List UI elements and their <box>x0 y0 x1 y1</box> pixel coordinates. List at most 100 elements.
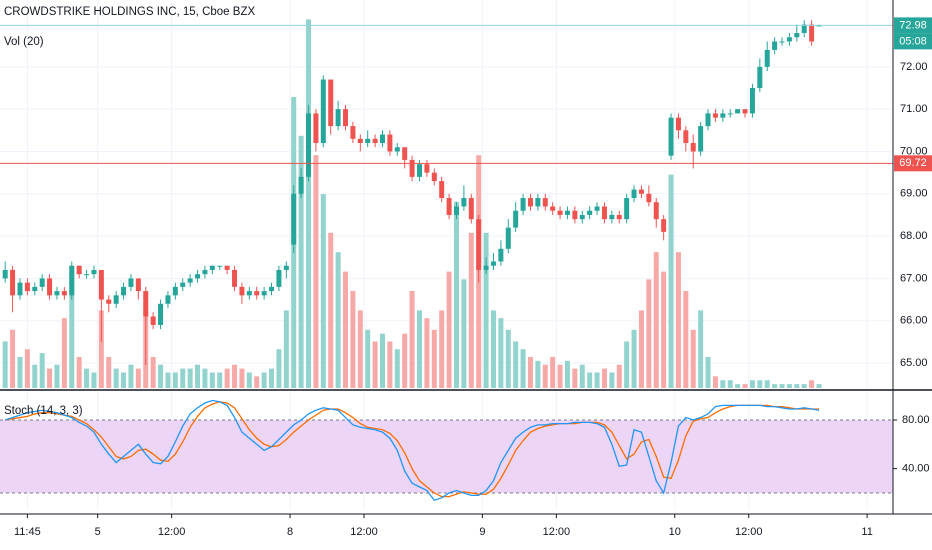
candle-body <box>757 66 763 89</box>
candle-body <box>158 303 164 325</box>
candle-body <box>735 109 741 114</box>
candle-body <box>557 210 563 215</box>
x-tick-label: 10 <box>669 526 681 538</box>
volume-bar <box>520 349 526 388</box>
volume-bar <box>76 356 82 388</box>
candle-body <box>32 286 38 292</box>
candle-body <box>254 291 260 296</box>
volume-bar <box>668 174 674 388</box>
candle-body <box>646 193 652 203</box>
candle-body <box>17 282 23 296</box>
candle-body <box>394 147 400 152</box>
volume-bar <box>269 368 275 388</box>
volume-bar <box>17 356 23 388</box>
candle-body <box>54 291 60 296</box>
volume-label: Vol (20) <box>4 36 44 48</box>
volume-bar <box>209 372 215 388</box>
candle-body <box>601 206 607 220</box>
volume-bar <box>816 384 822 388</box>
volume-bar <box>47 368 53 388</box>
volume-bar <box>239 368 245 388</box>
volume-bar <box>675 252 681 388</box>
candle-body <box>24 282 30 292</box>
volume-bar <box>357 310 363 388</box>
candle-body <box>121 286 127 296</box>
volume-bar <box>690 329 696 388</box>
candle-body <box>39 278 45 287</box>
volume-bar <box>742 384 748 388</box>
candle-body <box>624 198 630 220</box>
candle-body <box>209 265 215 270</box>
volume-bar <box>431 329 437 388</box>
candle-body <box>579 214 585 220</box>
volume-bar <box>217 372 223 388</box>
axes: 72.00 71.00 70.00 69.00 68.00 67.00 66.00 65.00… <box>14 17 932 538</box>
candle-body <box>616 214 622 220</box>
volume-bar <box>84 368 90 388</box>
candle-body <box>705 113 711 127</box>
candle-body <box>402 147 408 160</box>
candle-body <box>476 219 482 270</box>
stoch-line <box>4 399 820 502</box>
candle-body <box>365 138 371 144</box>
volume-bar <box>202 368 208 388</box>
volume-bar <box>616 364 622 388</box>
candle-body <box>801 24 807 34</box>
candle-body <box>690 143 696 152</box>
y-tick-label: 66.00 <box>900 315 928 327</box>
volume-bar <box>683 291 689 388</box>
volume-bar <box>106 356 112 388</box>
price-label-box <box>894 17 932 34</box>
volume-bar <box>261 372 267 388</box>
volume-bar <box>165 372 171 388</box>
candle-body <box>794 33 800 38</box>
volume-bar <box>779 384 785 388</box>
volume-bar <box>446 271 452 388</box>
volume-bar <box>735 384 741 388</box>
x-tick-label: 8 <box>287 526 293 538</box>
volume-bar <box>54 364 60 388</box>
candle-body <box>335 109 341 127</box>
candle-body <box>113 295 119 304</box>
volume-bar <box>424 318 430 388</box>
candle-body <box>439 181 445 199</box>
stoch-band <box>0 419 893 493</box>
candle-body <box>150 316 156 325</box>
candle-body <box>809 24 815 42</box>
volume-bar <box>343 271 349 388</box>
volume-bar <box>113 368 119 388</box>
candle-body <box>135 278 141 292</box>
volume-bar <box>698 310 704 388</box>
candle-body <box>564 210 570 215</box>
volume-bar <box>727 380 733 388</box>
volume-bar <box>646 279 652 388</box>
candle-body <box>343 109 349 127</box>
volume-bar <box>365 329 371 388</box>
y-tick-label: 71.00 <box>900 103 928 115</box>
volume-bar <box>158 364 164 388</box>
y-tick-label: 67.00 <box>900 272 928 284</box>
candle-body <box>661 219 667 232</box>
volume-bar <box>61 318 67 388</box>
candle-body <box>180 282 186 287</box>
volume-bar <box>587 372 593 388</box>
candle-body <box>10 269 16 296</box>
candle-body <box>98 269 104 300</box>
candle-body <box>269 286 275 292</box>
countdown: 05:08 <box>899 35 927 47</box>
volume-bar <box>550 356 556 388</box>
candle-body <box>357 138 363 144</box>
volume-bar <box>638 310 644 388</box>
candle-body <box>416 164 422 177</box>
volume-bar <box>794 384 800 388</box>
candle-body <box>490 261 496 266</box>
volume-bar <box>601 368 607 388</box>
volume-bar <box>350 291 356 388</box>
y-tick-label: 70.00 <box>900 145 928 157</box>
candle-body <box>668 117 674 156</box>
candle-body <box>195 274 201 279</box>
volume-bar <box>505 329 511 388</box>
candle-body <box>350 126 356 139</box>
volume-bar <box>483 232 489 388</box>
candle-body <box>106 299 112 304</box>
